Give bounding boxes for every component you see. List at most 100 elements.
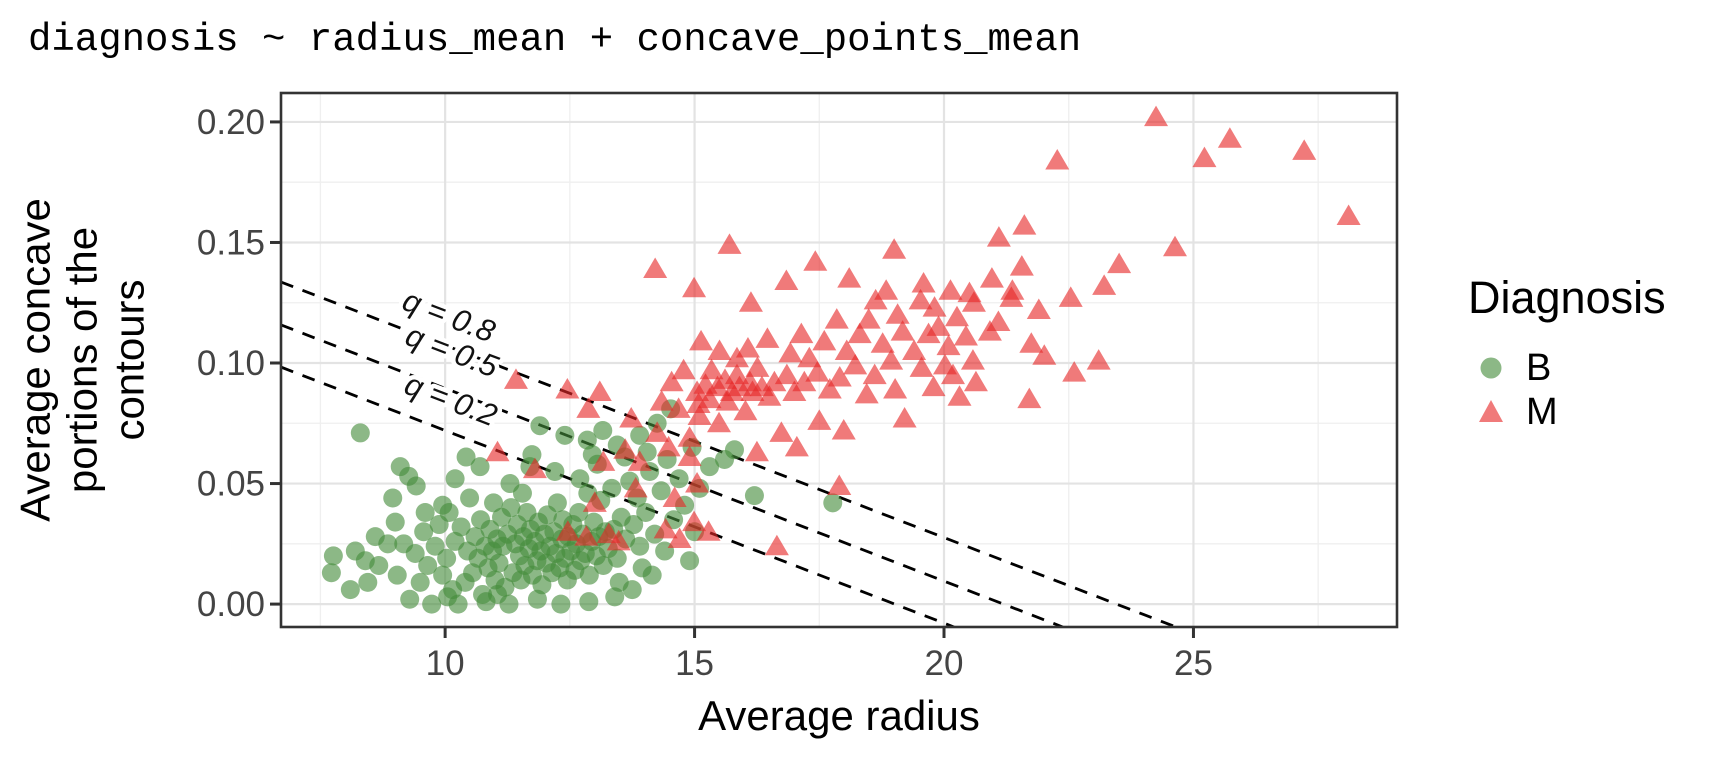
scatter-point xyxy=(624,515,644,535)
legend-entry-malignant: M xyxy=(1472,390,1666,434)
scatter-point xyxy=(805,361,830,382)
scatter-point xyxy=(613,438,638,459)
scatter-point xyxy=(499,594,519,614)
scatter-point xyxy=(656,435,681,457)
scatter-point xyxy=(812,329,837,351)
scatter-point xyxy=(738,291,763,312)
scatter-point xyxy=(551,594,571,614)
scatter-point xyxy=(885,303,910,324)
scatter-point xyxy=(902,339,927,360)
scatter-point xyxy=(707,411,732,433)
scatter-point xyxy=(605,587,625,607)
scatter-point xyxy=(890,320,915,341)
y-tick-labels: 0.00 0.05 0.10 0.15 0.20 xyxy=(197,103,265,624)
scatter-point xyxy=(797,346,822,368)
scatter-point xyxy=(774,363,799,385)
triangle-marker-icon xyxy=(1479,400,1503,422)
legend-label: M xyxy=(1526,390,1558,433)
scatter-point xyxy=(574,525,599,546)
scatter-point xyxy=(577,430,597,450)
scatter-point xyxy=(827,365,852,387)
scatter-point xyxy=(986,226,1011,247)
scatter-point xyxy=(986,310,1011,332)
plot-title: diagnosis ~ radius_mean + concave_points… xyxy=(28,18,1082,62)
scatter-point xyxy=(1217,127,1242,148)
scatter-point xyxy=(724,363,749,385)
scatter-point xyxy=(817,378,842,399)
scatter-point xyxy=(527,589,547,609)
scatter-point xyxy=(1144,105,1169,127)
scatter-point xyxy=(947,385,972,406)
scatter-point xyxy=(778,341,803,363)
scatter-point xyxy=(591,450,616,471)
scatter-point xyxy=(774,269,799,291)
scatter-point xyxy=(879,349,904,370)
scatter-point xyxy=(882,238,907,259)
scatter-point xyxy=(938,279,963,300)
scatter-point xyxy=(582,491,607,512)
scatter-point xyxy=(358,572,378,592)
scatter-point xyxy=(847,322,872,344)
y-tick-label: 0.05 xyxy=(197,465,265,504)
scatter-point xyxy=(607,548,627,568)
scatter-point xyxy=(963,370,988,392)
scatter-point xyxy=(495,577,515,597)
scatter-point xyxy=(405,543,425,563)
legend-title: Diagnosis xyxy=(1468,272,1666,323)
scatter-point xyxy=(503,368,528,389)
scatter-point xyxy=(892,406,917,428)
scatter-point xyxy=(769,421,794,442)
scatter-point xyxy=(682,276,707,298)
scatter-point xyxy=(1009,255,1034,276)
scatter-point xyxy=(636,502,656,522)
scatter-point xyxy=(1012,214,1037,235)
scatter-point xyxy=(630,425,650,445)
scatter-point xyxy=(921,375,946,397)
x-tick-label: 20 xyxy=(925,644,964,683)
x-axis-title: Average radius xyxy=(698,692,980,739)
scatter-point xyxy=(489,553,509,573)
scatter-point xyxy=(659,370,684,392)
scatter-point xyxy=(936,334,961,356)
scatter-point xyxy=(579,592,599,612)
scatter-point xyxy=(669,469,689,489)
scatter-point xyxy=(1058,286,1083,307)
scatter-point xyxy=(463,563,483,583)
scatter-point xyxy=(547,493,567,513)
y-tick-label: 0.15 xyxy=(197,223,265,262)
scatter-point xyxy=(522,445,542,465)
scatter-point xyxy=(1062,361,1087,382)
scatter-point xyxy=(642,565,662,585)
scatter-point xyxy=(926,315,951,336)
scatter-point xyxy=(662,486,687,508)
scatter-point xyxy=(460,488,480,508)
scatter-point xyxy=(619,406,644,428)
scatter-point xyxy=(1162,235,1187,257)
scatter-point xyxy=(587,380,612,401)
scatter-point xyxy=(456,447,476,467)
scatter-point xyxy=(501,498,521,518)
scatter-point xyxy=(953,324,978,346)
scatter-point xyxy=(415,502,435,522)
scatter-point xyxy=(545,462,565,482)
scatter-point xyxy=(707,339,732,360)
scatter-point xyxy=(593,421,613,441)
scatter-point xyxy=(385,512,405,532)
scatter-point xyxy=(680,551,700,571)
scatter-point xyxy=(602,478,622,498)
scatter-point xyxy=(764,534,789,556)
scatter-point xyxy=(448,594,468,614)
scatter-point xyxy=(1026,298,1051,319)
scatter-point xyxy=(700,457,720,477)
series-m-points xyxy=(485,105,1361,556)
y-axis-title-line: Average concave xyxy=(11,198,59,522)
x-tick-label: 25 xyxy=(1174,644,1213,683)
scatter-point xyxy=(522,457,547,479)
scatter-point xyxy=(757,385,782,406)
scatter-point xyxy=(667,527,692,549)
scatter-point xyxy=(745,356,770,377)
scatter-point xyxy=(1086,349,1111,370)
scatter-point xyxy=(1092,274,1117,295)
scatter-point xyxy=(724,440,744,460)
